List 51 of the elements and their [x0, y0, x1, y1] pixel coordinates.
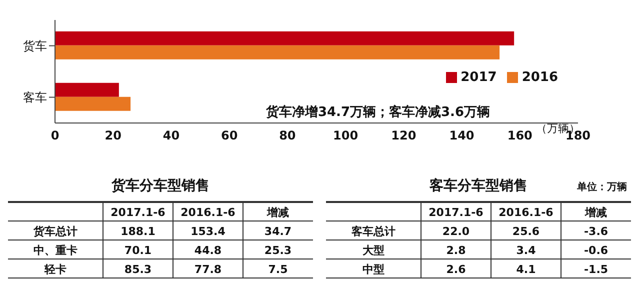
y-tick-label: 大型 [362, 244, 384, 257]
y-tick-label: 轻卡 [44, 263, 66, 276]
data-label: 4.1 [516, 263, 536, 276]
data-label: 188.1 [120, 225, 156, 238]
x-tick-label: 2017.1-6 [110, 206, 166, 219]
x-tick-label: 120 [391, 128, 416, 143]
x-tick-label: 增减 [584, 206, 607, 219]
data-label: 85.3 [124, 263, 152, 276]
data-label: 25.3 [264, 244, 292, 257]
data-label: 3.4 [516, 244, 536, 257]
x-tick-label: 2017.1-6 [428, 206, 484, 219]
data-label: 44.8 [194, 244, 222, 257]
y-tick-label: 货车 [23, 39, 47, 54]
chart-title: 客车分车型销售 [428, 177, 528, 194]
x-tick-label: 增减 [266, 206, 289, 219]
data-label: -3.6 [584, 225, 608, 238]
data-label: -0.6 [584, 244, 608, 257]
x-tick-label: 0 [50, 128, 60, 143]
x-tick-label: 140 [449, 128, 474, 143]
x-tick-label: 100 [333, 128, 358, 143]
data-label: 70.1 [124, 244, 152, 257]
y-tick-label: 中、重卡 [34, 244, 78, 257]
bar [55, 82, 119, 97]
data-label: 2.6 [446, 263, 466, 276]
bar [55, 45, 500, 60]
data-label: 34.7 [264, 225, 292, 238]
data-label: 2.8 [446, 244, 466, 257]
data-label: 153.4 [190, 225, 226, 238]
y-tick-label: 中型 [362, 263, 384, 276]
bar [55, 96, 131, 111]
x-tick-label: 60 [220, 128, 238, 143]
y-tick-label: 货车总计 [32, 225, 78, 238]
x-tick-label: 2016.1-6 [180, 206, 236, 219]
data-label: 25.6 [512, 225, 540, 238]
x-tick-label: 2016.1-6 [498, 206, 554, 219]
legend-label: 2016 [520, 70, 558, 85]
data-label: 22.0 [442, 225, 470, 238]
x-tick-label: 40 [162, 128, 180, 143]
x-tick-label: 160 [507, 128, 532, 143]
data-label: -1.5 [584, 263, 608, 276]
text: 单位：万辆 [576, 181, 627, 193]
data-label: 7.5 [268, 263, 288, 276]
x-tick-label: 80 [279, 128, 296, 143]
legend-label: 2017 [460, 70, 497, 85]
chart-title: 货车分车型销售 [110, 177, 210, 194]
annotation: 货车净增34.7万辆；客车净减3.6万辆 [264, 104, 490, 120]
y-tick-label: 客车总计 [350, 225, 396, 238]
x-tick-label: 20 [104, 128, 122, 143]
y-tick-label: 客车 [23, 90, 47, 105]
bar [55, 31, 514, 46]
data-label: 77.8 [194, 263, 222, 276]
